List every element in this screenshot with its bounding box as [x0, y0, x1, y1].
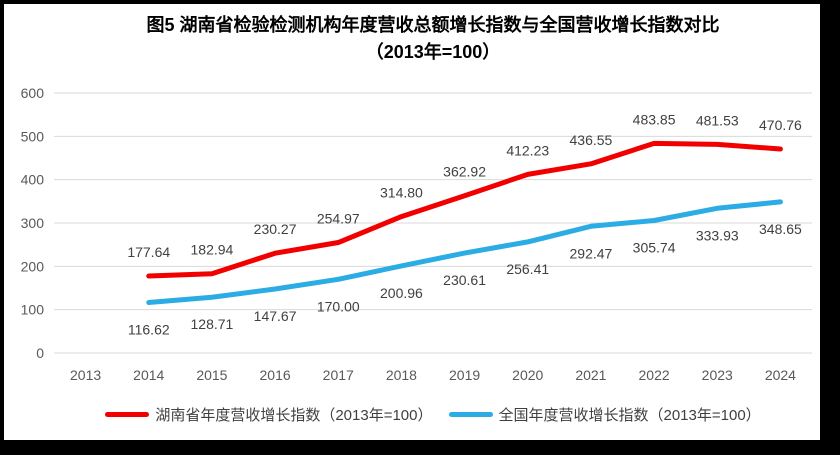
data-label-national: 333.93 [696, 227, 739, 243]
chart-legend: 湖南省年度营收增长指数（2013年=100） 全国年度营收增长指数（2013年=… [54, 404, 812, 425]
data-label-national: 305.74 [633, 240, 676, 256]
data-label-hunan: 436.55 [570, 132, 613, 148]
data-label-hunan: 412.23 [506, 142, 549, 158]
y-tick-label: 500 [21, 128, 45, 144]
chart-title-line2: （2013年=100） [365, 42, 501, 62]
x-tick-label: 2017 [323, 367, 354, 383]
x-tick-label: 2020 [512, 367, 543, 383]
data-label-hunan: 470.76 [759, 117, 802, 133]
data-label-hunan: 481.53 [696, 112, 739, 128]
x-tick-label: 2016 [260, 367, 291, 383]
data-label-hunan: 230.27 [254, 221, 297, 237]
data-label-hunan: 254.97 [317, 211, 360, 227]
chart-svg: 0 100 200 300 400 500 600 2013 2014 2015 2016 2017 2… [21, 85, 812, 383]
data-label-national: 116.62 [128, 321, 170, 337]
legend-label-hunan: 湖南省年度营收增长指数（2013年=100） [155, 407, 433, 424]
data-label-hunan: 314.80 [380, 185, 423, 201]
chart-title: 图5 湖南省检验检测机构年度营收总额增长指数与全国营收增长指数对比 （2013年… [54, 12, 812, 66]
data-label-national: 200.96 [380, 285, 423, 301]
data-label-national: 128.71 [191, 316, 234, 332]
data-label-national: 292.47 [570, 245, 613, 261]
data-label-national: 230.61 [443, 272, 486, 288]
x-tick-label: 2018 [386, 367, 417, 383]
x-tick-label: 2014 [133, 367, 164, 383]
y-tick-label: 400 [21, 172, 45, 188]
y-tick-label: 600 [21, 85, 45, 101]
data-label-hunan: 362.92 [443, 164, 486, 180]
y-tick-label: 300 [21, 215, 45, 231]
data-label-national: 256.41 [506, 261, 549, 277]
x-tick-label: 2015 [196, 367, 227, 383]
x-tick-label: 2013 [70, 367, 101, 383]
y-tick-label: 0 [36, 345, 44, 361]
x-tick-label: 2023 [702, 367, 733, 383]
legend-swatch-national [448, 412, 493, 417]
y-tick-label: 100 [21, 302, 45, 318]
data-label-national: 170.00 [317, 298, 360, 314]
data-label-hunan: 483.85 [633, 111, 676, 127]
data-label-national: 348.65 [759, 221, 802, 237]
x-tick-label: 2022 [639, 367, 670, 383]
x-tick-label: 2021 [575, 367, 606, 383]
legend-label-national: 全国年度营收增长指数（2013年=100） [498, 407, 761, 424]
data-label-hunan: 177.64 [127, 244, 170, 260]
legend-item-hunan: 湖南省年度营收增长指数（2013年=100） [105, 404, 433, 425]
legend-item-national: 全国年度营收增长指数（2013年=100） [448, 404, 761, 425]
series-line-national [146, 199, 783, 305]
series-line-hunan [146, 140, 783, 279]
x-tick-label: 2019 [449, 367, 480, 383]
chart-title-line1: 图5 湖南省检验检测机构年度营收总额增长指数与全国营收增长指数对比 [146, 15, 720, 35]
data-label-national: 147.67 [254, 308, 297, 324]
x-tick-label: 2024 [765, 367, 796, 383]
legend-swatch-hunan [105, 412, 150, 417]
data-label-hunan: 182.94 [191, 242, 234, 258]
y-tick-label: 200 [21, 258, 45, 274]
